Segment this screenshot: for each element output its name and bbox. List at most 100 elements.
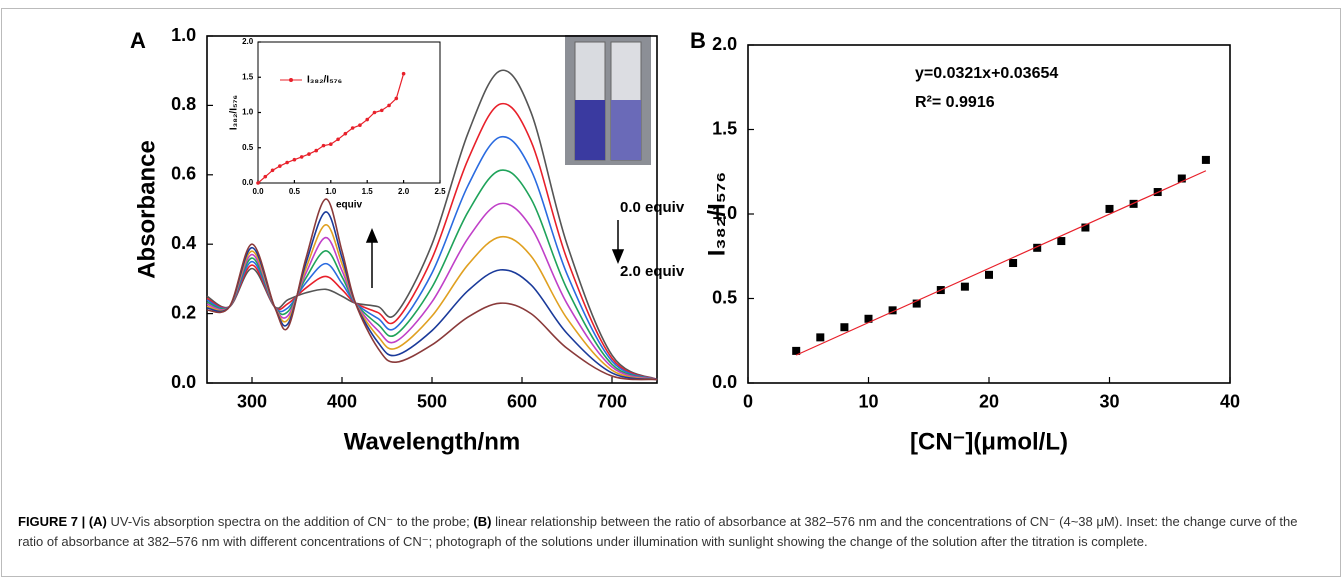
legend-marker bbox=[289, 78, 293, 82]
data-point bbox=[792, 346, 801, 355]
data-point bbox=[372, 110, 377, 115]
plot: 0.0 0.5 1.0 1.5 2.0 2.5 0.0 0.5 1.0 1.5 2.0 equiv I₃… bbox=[229, 37, 446, 211]
plot: 300 400 500 600 700 0.0 0.2 0.4 0.6 0.8 1.0 Wavelen… bbox=[130, 25, 685, 456]
annotation: R²= 0.9916 bbox=[915, 94, 995, 111]
data-point bbox=[365, 117, 370, 122]
data-point bbox=[1201, 155, 1210, 164]
x-tick-label: 2.0 bbox=[398, 187, 410, 196]
annotation: 2.0 equiv bbox=[620, 263, 685, 280]
annotation: y=0.0321x+0.03654 bbox=[915, 65, 1058, 82]
caption-a-text: UV-Vis absorption spectra on the additio… bbox=[110, 514, 470, 529]
data-point bbox=[985, 270, 993, 279]
plot-frame bbox=[257, 41, 441, 184]
y-tick-label: 1.0 bbox=[712, 203, 737, 223]
x-tick-label: 600 bbox=[507, 392, 537, 412]
cuvette-photo bbox=[565, 35, 651, 165]
data-point bbox=[343, 131, 348, 136]
data-point bbox=[350, 126, 355, 130]
x-tick-label: 40 bbox=[1220, 392, 1240, 412]
caption-a-label: (A) bbox=[88, 514, 107, 529]
figure-frame bbox=[1, 8, 1341, 577]
x-axis-label: Wavelength/nm bbox=[344, 428, 520, 455]
y-tick-label: 0.6 bbox=[171, 164, 196, 184]
data-point bbox=[1177, 174, 1186, 183]
y-tick-label: 0.0 bbox=[242, 178, 254, 187]
x-tick-label: 1.0 bbox=[325, 187, 337, 196]
data-point bbox=[256, 181, 260, 185]
x-tick-label: 400 bbox=[327, 392, 357, 412]
data-point bbox=[299, 155, 304, 159]
y-tick-label: 1.0 bbox=[171, 25, 196, 45]
data-point bbox=[1009, 259, 1018, 268]
data-point bbox=[358, 123, 362, 127]
data-point bbox=[321, 143, 326, 148]
caption-b-label: (B) bbox=[473, 514, 492, 529]
x-axis-label: equiv bbox=[336, 200, 363, 211]
y-tick-label: 0.0 bbox=[712, 372, 737, 392]
annotation: 0.0 equiv bbox=[620, 199, 685, 216]
data-point bbox=[1081, 223, 1090, 232]
y-tick-label: 0.0 bbox=[171, 372, 196, 392]
x-tick-label: 0.5 bbox=[289, 187, 301, 196]
y-tick-label: 0.5 bbox=[242, 143, 254, 152]
x-tick-label: 1.5 bbox=[362, 187, 374, 196]
legend-label: I₃₈₂/I₅₇₆ bbox=[307, 75, 342, 86]
x-tick-label: 500 bbox=[417, 392, 447, 412]
data-point bbox=[840, 323, 849, 332]
data-point bbox=[1105, 204, 1114, 213]
data-point bbox=[307, 152, 311, 156]
data-point bbox=[888, 306, 897, 315]
data-point bbox=[1033, 243, 1042, 252]
panel-label: A bbox=[130, 28, 146, 53]
y-tick-label: 1.0 bbox=[242, 108, 254, 117]
data-point bbox=[1057, 237, 1066, 246]
data-point bbox=[270, 168, 275, 173]
x-tick-label: 300 bbox=[237, 392, 267, 412]
data-point bbox=[394, 96, 399, 101]
data-point bbox=[278, 164, 282, 168]
series-line bbox=[206, 211, 658, 381]
y-axis-label: Absorbance bbox=[133, 140, 160, 279]
series-line bbox=[206, 202, 658, 381]
x-tick-label: 0.0 bbox=[252, 187, 264, 196]
x-tick-label: 10 bbox=[858, 392, 878, 412]
y-tick-label: 0.4 bbox=[171, 233, 196, 253]
x-tick-label: 30 bbox=[1099, 392, 1119, 412]
data-point bbox=[314, 148, 319, 153]
data-point bbox=[379, 108, 384, 113]
x-tick-label: 0 bbox=[743, 392, 753, 412]
data-point bbox=[401, 71, 406, 76]
data-point bbox=[263, 174, 268, 179]
y-tick-label: 2.0 bbox=[712, 34, 737, 54]
y-tick-label: 0.2 bbox=[171, 302, 196, 322]
x-tick-label: 2.5 bbox=[434, 187, 446, 196]
data-point bbox=[329, 142, 333, 147]
caption-label: FIGURE 7 | bbox=[18, 514, 86, 529]
data-point bbox=[292, 157, 297, 162]
y-tick-label: 1.5 bbox=[242, 72, 254, 81]
panel-label: B bbox=[690, 28, 706, 53]
data-point bbox=[285, 160, 289, 165]
y-tick-label: 0.5 bbox=[712, 287, 737, 307]
y-axis-label: I₃₈₂/I₅₇₆ bbox=[703, 172, 730, 257]
data-point bbox=[336, 137, 340, 142]
chart: 300 400 500 600 7000.00.20.40.60.81.0Wavelen… bbox=[130, 25, 1240, 456]
series-line bbox=[206, 198, 658, 381]
x-tick-label: 20 bbox=[979, 392, 999, 412]
y-tick-label: 2.0 bbox=[242, 37, 254, 46]
caption: FIGURE 7 | (A) UV-Vis absorption spectra… bbox=[18, 512, 1318, 552]
y-tick-label: 0.8 bbox=[171, 94, 196, 114]
fit-line bbox=[795, 170, 1207, 356]
data-point bbox=[864, 314, 873, 323]
arrows bbox=[365, 220, 625, 288]
data-point bbox=[960, 282, 969, 291]
data-point bbox=[387, 103, 391, 108]
x-tick-label: 700 bbox=[597, 392, 627, 412]
data-point bbox=[912, 299, 921, 308]
caption-b-text: linear relationship between the ratio of… bbox=[18, 514, 1298, 549]
plot: 0 10 20 30 40 0.0 0.5 1.0 1.5 2.0 [CN⁻](μmol/L) I₃₈… bbox=[690, 28, 1240, 456]
y-tick-label: 1.5 bbox=[712, 118, 737, 138]
x-axis-label: [CN⁻](μmol/L) bbox=[910, 428, 1068, 455]
data-point bbox=[816, 333, 825, 342]
y-axis-label: I₃₈₂/I₅₇₆ bbox=[229, 95, 240, 130]
